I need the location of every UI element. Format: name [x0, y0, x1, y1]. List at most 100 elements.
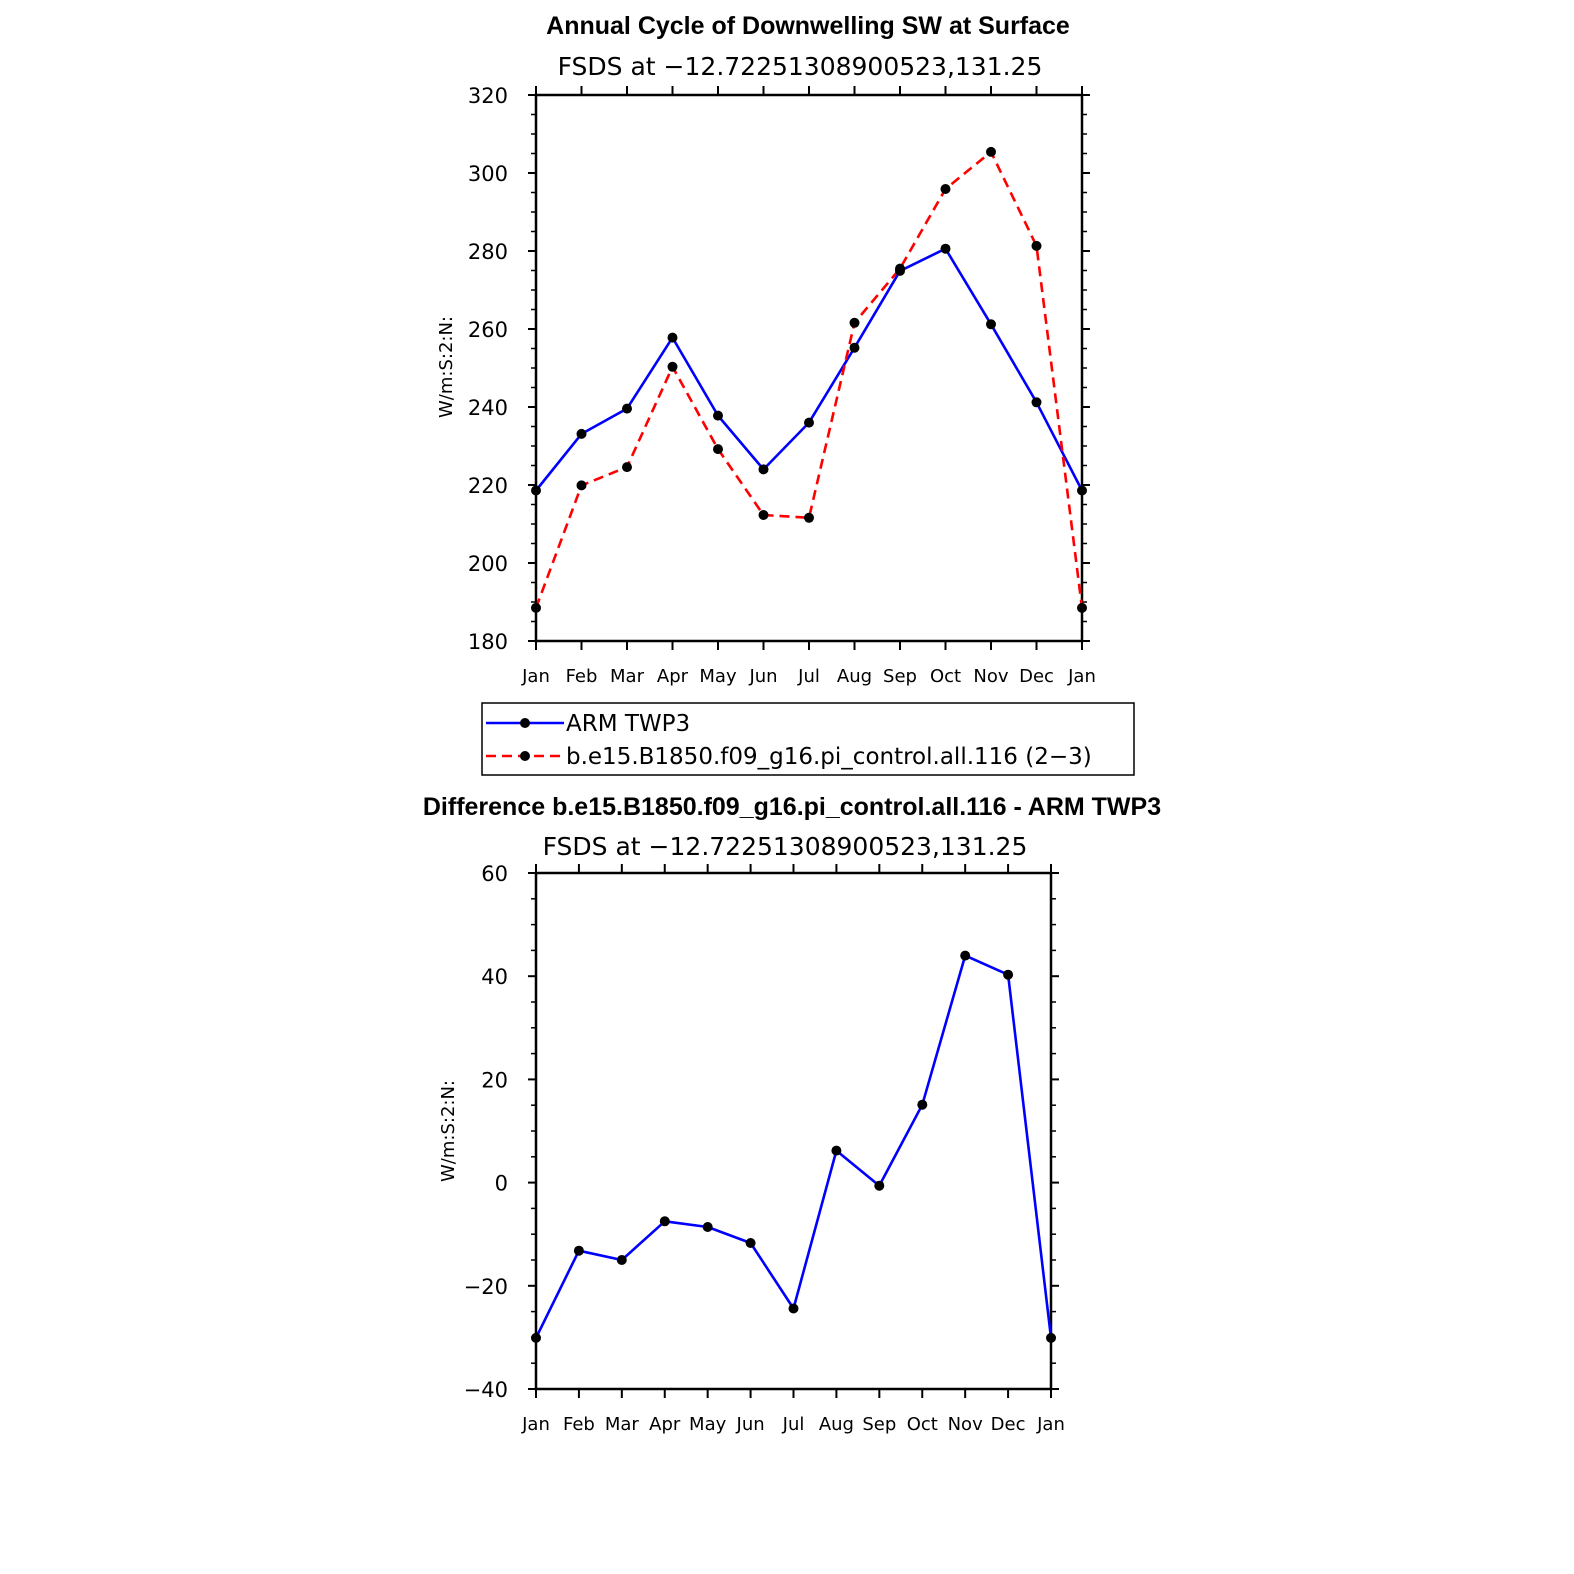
- axis-ticks: [528, 864, 1059, 1398]
- y-tick-label: −40: [464, 1378, 508, 1402]
- y-tick-label: 240: [468, 396, 508, 420]
- series-line: [534, 954, 1053, 1339]
- x-tick-label: Mar: [610, 666, 645, 687]
- x-tick-label: Aug: [819, 1414, 854, 1435]
- y-tick-label: 300: [468, 162, 508, 186]
- x-tick-label: Oct: [930, 666, 961, 687]
- chart-subtitle: FSDS at −12.72251308900523,131.25: [543, 832, 1028, 861]
- x-tick-label: Jul: [782, 1414, 805, 1435]
- x-tick-label: Jan: [1036, 1414, 1065, 1435]
- data-point: [895, 263, 905, 274]
- x-tick-label: Apr: [649, 1414, 681, 1435]
- data-point: [1077, 485, 1087, 496]
- data-point: [1046, 1332, 1056, 1343]
- data-point: [667, 361, 678, 372]
- y-tick-label: 260: [468, 318, 508, 342]
- series-group: [531, 950, 1056, 1343]
- y-axis-label: W/m:S:2:N:: [438, 1080, 459, 1182]
- data-point: [1031, 397, 1042, 408]
- data-point: [1077, 602, 1087, 613]
- data-point: [804, 417, 814, 428]
- data-point: [573, 1245, 584, 1256]
- data-point: [531, 1332, 541, 1343]
- y-tick-label: 220: [468, 474, 508, 498]
- legend: ARM TWP3 b.e15.B1850.f09_g16.pi_control.…: [481, 702, 1135, 776]
- series-line: [534, 247, 1084, 492]
- x-tick-label: Nov: [948, 1414, 983, 1435]
- data-point: [917, 1099, 928, 1110]
- data-point: [667, 332, 678, 343]
- data-point: [804, 512, 814, 523]
- y-tick-label: 180: [468, 630, 508, 654]
- data-point: [758, 510, 769, 520]
- x-tick-label: Jul: [797, 666, 820, 687]
- series-group: [531, 146, 1087, 613]
- data-point: [758, 464, 769, 475]
- data-point: [745, 1238, 756, 1248]
- data-point: [960, 950, 971, 961]
- data-point: [622, 462, 632, 473]
- data-point: [616, 1255, 627, 1265]
- data-point: [531, 602, 541, 613]
- x-tick-label: Jan: [521, 666, 550, 687]
- x-tick-label: Jun: [748, 666, 777, 687]
- chart-title: Difference b.e15.B1850.f09_g16.pi_contro…: [423, 793, 1161, 821]
- data-point: [831, 1145, 842, 1156]
- y-tick-labels: −40 −20 0 20 40 60: [464, 862, 508, 1402]
- x-tick-label: May: [689, 1414, 727, 1435]
- difference-chart: Difference b.e15.B1850.f09_g16.pi_contro…: [423, 793, 1161, 1435]
- data-point: [622, 403, 632, 414]
- chart-title: Annual Cycle of Downwelling SW at Surfac…: [546, 12, 1070, 40]
- x-tick-label: Dec: [991, 1414, 1026, 1435]
- x-tick-label: May: [699, 666, 737, 687]
- x-tick-label: Sep: [883, 666, 917, 687]
- data-point: [986, 146, 996, 157]
- y-tick-label: 20: [481, 1068, 508, 1092]
- x-tick-label: Nov: [973, 666, 1008, 687]
- x-tick-label: Dec: [1019, 666, 1054, 687]
- legend-marker-model: [520, 751, 530, 761]
- y-tick-label: −20: [464, 1275, 508, 1299]
- y-tick-label: 0: [495, 1172, 508, 1196]
- x-tick-label: Sep: [862, 1414, 896, 1435]
- x-tick-label: Mar: [605, 1414, 640, 1435]
- data-point: [788, 1303, 799, 1314]
- data-point: [702, 1222, 713, 1232]
- axis-ticks: [528, 86, 1090, 650]
- chart-subtitle: FSDS at −12.72251308900523,131.25: [558, 52, 1043, 81]
- plot-frame: [534, 93, 1084, 643]
- legend-box: [481, 702, 1135, 776]
- x-tick-label: Jun: [736, 1414, 765, 1435]
- data-point: [986, 319, 996, 330]
- data-point: [874, 1180, 885, 1191]
- y-tick-label: 320: [468, 84, 508, 108]
- x-tick-label: Feb: [566, 666, 598, 687]
- data-point: [940, 184, 951, 194]
- x-tick-labels: Jan Feb Mar Apr May Jun Jul Aug Sep Oct Nov Dec Jan: [521, 666, 1096, 687]
- data-point: [940, 243, 951, 254]
- x-tick-label: Jan: [521, 1414, 550, 1435]
- y-tick-label: 200: [468, 552, 508, 576]
- legend-label-arm: ARM TWP3: [566, 711, 690, 737]
- y-tick-label: 60: [481, 862, 508, 886]
- x-tick-label: Apr: [657, 666, 689, 687]
- annual-cycle-chart: Annual Cycle of Downwelling SW at Surfac…: [436, 12, 1096, 687]
- data-point: [1003, 969, 1014, 980]
- legend-marker-arm: [520, 718, 530, 728]
- x-tick-label: Jan: [1067, 666, 1096, 687]
- data-point: [1031, 240, 1042, 251]
- x-tick-label: Aug: [837, 666, 872, 687]
- y-axis-label: W/m:S:2:N:: [436, 316, 457, 418]
- data-point: [713, 444, 723, 455]
- x-tick-labels: Jan Feb Mar Apr May Jun Jul Aug Sep Oct Nov Dec Jan: [521, 1414, 1065, 1435]
- x-tick-label: Oct: [907, 1414, 938, 1435]
- legend-label-model: b.e15.B1850.f09_g16.pi_control.all.116 (…: [566, 744, 1092, 770]
- data-point: [576, 428, 587, 439]
- x-tick-label: Feb: [563, 1414, 595, 1435]
- data-point: [849, 317, 860, 328]
- y-tick-label: 40: [481, 965, 508, 989]
- data-point: [576, 480, 587, 491]
- data-point: [849, 342, 860, 353]
- y-tick-label: 280: [468, 240, 508, 264]
